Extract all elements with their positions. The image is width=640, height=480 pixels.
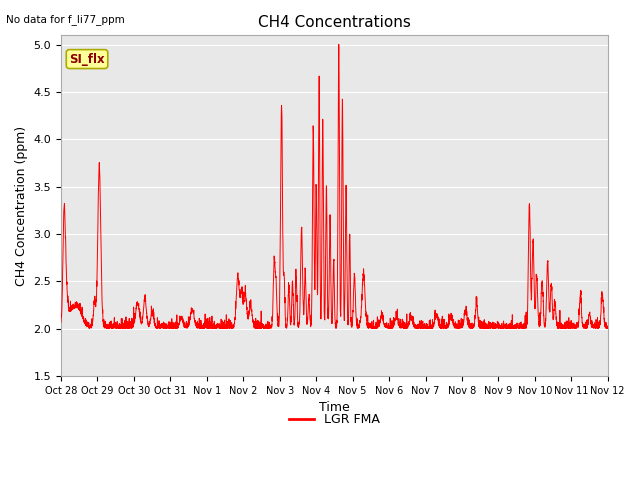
Y-axis label: CH4 Concentration (ppm): CH4 Concentration (ppm) — [15, 126, 28, 286]
Text: No data for f_li77_ppm: No data for f_li77_ppm — [6, 14, 125, 25]
X-axis label: Time: Time — [319, 401, 350, 414]
Legend: LGR FMA: LGR FMA — [284, 408, 385, 431]
Title: CH4 Concentrations: CH4 Concentrations — [258, 15, 411, 30]
Text: SI_flx: SI_flx — [69, 53, 105, 66]
